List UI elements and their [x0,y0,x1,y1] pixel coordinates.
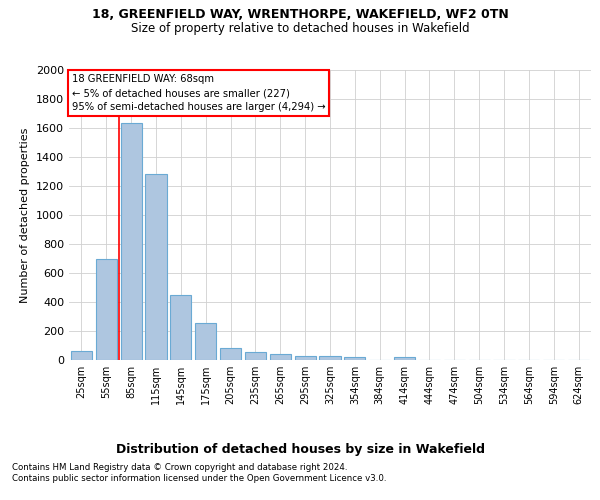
Bar [344,358,365,360]
Bar [96,259,117,360]
Bar [170,296,191,360]
Y-axis label: Number of detached properties: Number of detached properties [20,128,31,302]
Bar [220,348,241,360]
Bar [195,323,216,360]
Bar [71,350,92,360]
Bar [245,352,266,360]
Bar [319,356,341,360]
Bar [145,174,167,360]
Bar [394,358,415,360]
Text: 18, GREENFIELD WAY, WRENTHORPE, WAKEFIELD, WF2 0TN: 18, GREENFIELD WAY, WRENTHORPE, WAKEFIEL… [92,8,508,20]
Text: Contains public sector information licensed under the Open Government Licence v3: Contains public sector information licen… [12,474,386,483]
Text: Contains HM Land Registry data © Crown copyright and database right 2024.: Contains HM Land Registry data © Crown c… [12,462,347,471]
Bar [295,356,316,360]
Text: Distribution of detached houses by size in Wakefield: Distribution of detached houses by size … [115,442,485,456]
Text: Size of property relative to detached houses in Wakefield: Size of property relative to detached ho… [131,22,469,35]
Bar [121,123,142,360]
Bar [270,354,291,360]
Text: 18 GREENFIELD WAY: 68sqm
← 5% of detached houses are smaller (227)
95% of semi-d: 18 GREENFIELD WAY: 68sqm ← 5% of detache… [71,74,325,112]
